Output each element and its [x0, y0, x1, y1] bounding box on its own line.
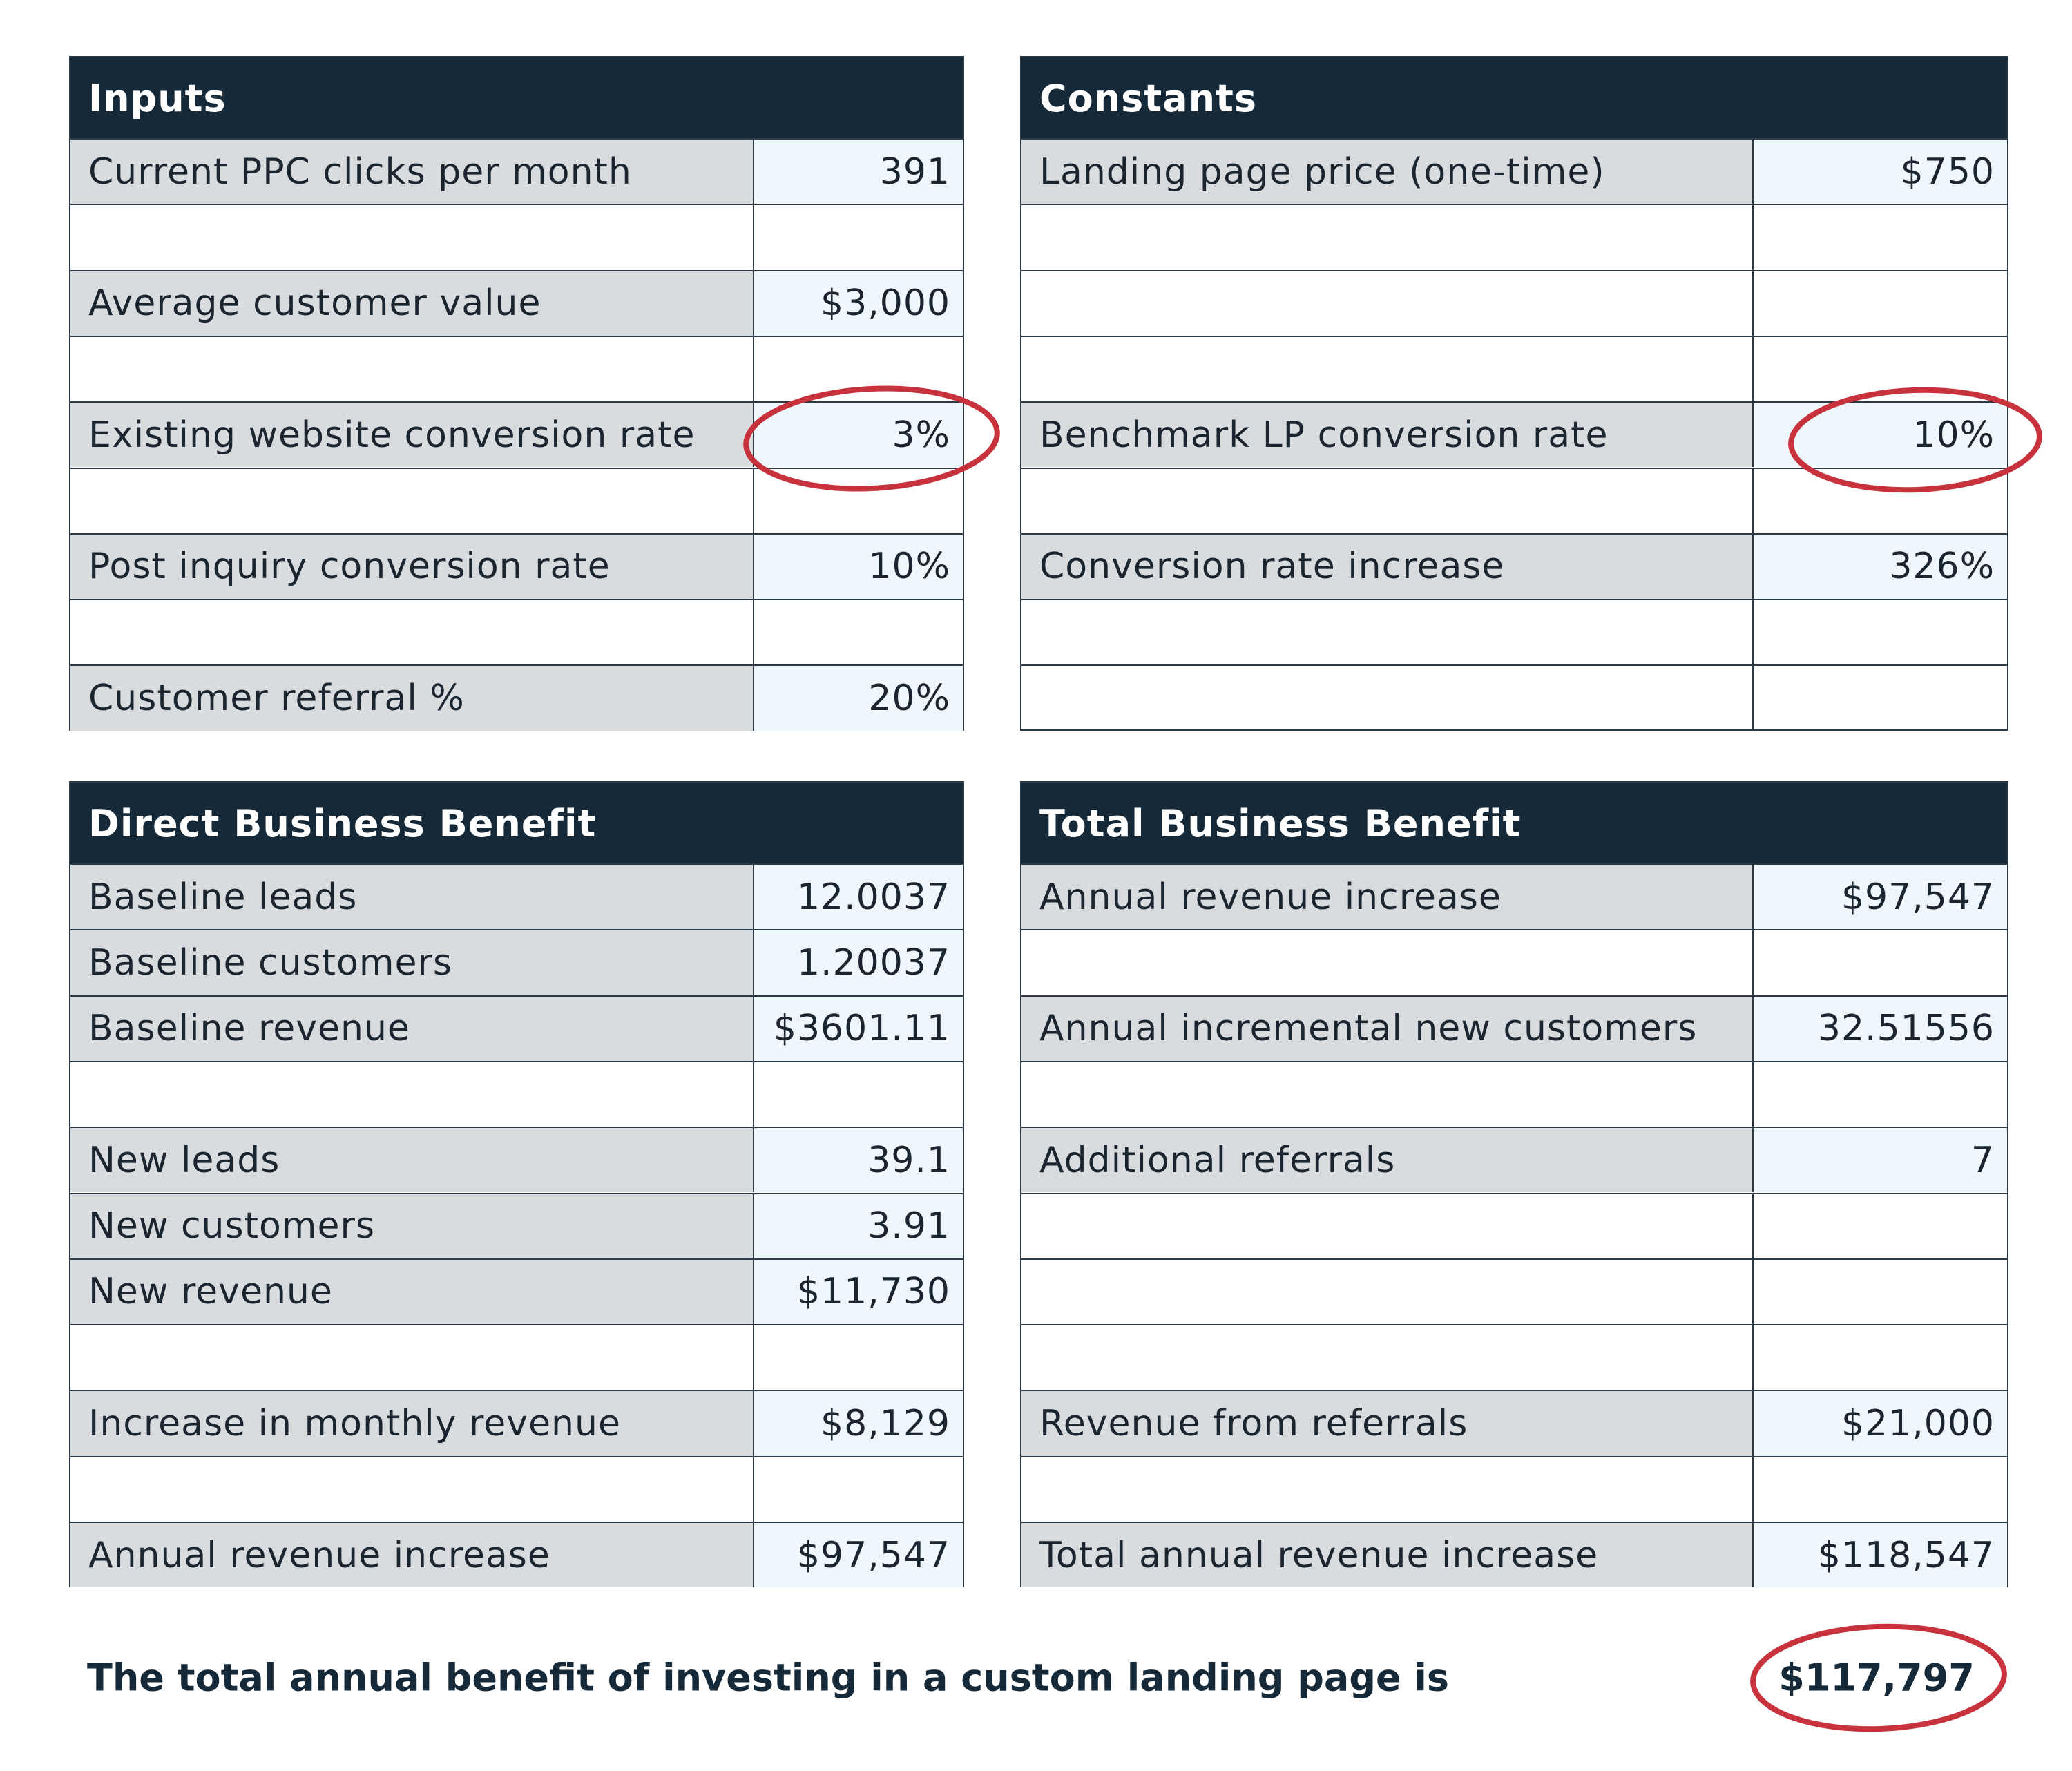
row-value: 12.0037: [753, 863, 963, 930]
table-title: Constants: [1021, 57, 2007, 140]
row-label: Customer referral %: [70, 664, 753, 731]
row-label: [70, 599, 753, 664]
row-value: $97,547: [753, 1522, 963, 1588]
row-label: Annual revenue increase: [1021, 863, 1752, 930]
row-label: [70, 204, 753, 269]
row-value: [753, 204, 963, 270]
row-value: [1752, 335, 2007, 402]
row-label: [1021, 467, 1752, 533]
row-value: [1752, 1192, 2007, 1258]
row-value: 3%: [753, 401, 963, 468]
row-value: [1752, 1324, 2007, 1390]
row-value: [753, 467, 963, 533]
row-value: 32.51556: [1752, 995, 2007, 1061]
row-value: [753, 335, 963, 402]
row-label: [70, 1455, 753, 1522]
row-value: $97,547: [1752, 863, 2007, 930]
row-value: 3.91: [753, 1192, 963, 1258]
row-label: Benchmark LP conversion rate: [1021, 401, 1752, 468]
row-label: Landing page price (one-time): [1021, 138, 1752, 204]
table: Inputs Current PPC clicks per month 391 Ave…: [69, 56, 964, 731]
row-label: [70, 335, 753, 401]
row-label: [70, 1060, 753, 1127]
row-value: $8,129: [753, 1390, 963, 1456]
row-label: [1021, 1324, 1752, 1390]
table-title: Direct Business Benefit: [70, 783, 963, 865]
row-value: [753, 1060, 963, 1127]
row-label: Baseline revenue: [70, 995, 753, 1061]
row-value: 391: [753, 138, 963, 204]
row-label: [1021, 664, 1752, 730]
row-value: $118,547: [1752, 1522, 2007, 1588]
row-value: 10%: [1752, 401, 2007, 468]
row-label: [1021, 1060, 1752, 1127]
row-value: [753, 1455, 963, 1522]
row-label: Post inquiry conversion rate: [70, 533, 753, 600]
row-label: Average customer value: [70, 269, 753, 336]
row-label: Increase in monthly revenue: [70, 1390, 753, 1456]
row-value: 7: [1752, 1127, 2007, 1193]
row-label: Additional referrals: [1021, 1127, 1752, 1193]
footer-text: The total annual benefit of investing in…: [87, 1656, 1450, 1700]
row-label: [1021, 1192, 1752, 1258]
row-label: Current PPC clicks per month: [70, 138, 753, 204]
row-label: New revenue: [70, 1258, 753, 1325]
row-label: Annual incremental new customers: [1021, 995, 1752, 1061]
row-value: [1752, 204, 2007, 270]
row-label: Baseline customers: [70, 929, 753, 995]
row-label: [1021, 929, 1752, 995]
table: Total Business Benefit Annual revenue inc…: [1020, 781, 2008, 1588]
row-value: [753, 1324, 963, 1390]
row-label: [1021, 204, 1752, 269]
row-value: 20%: [753, 664, 963, 731]
row-value: 39.1: [753, 1127, 963, 1193]
row-label: Revenue from referrals: [1021, 1390, 1752, 1456]
row-value: $750: [1752, 138, 2007, 204]
row-label: Existing website conversion rate: [70, 401, 753, 468]
row-value: [1752, 269, 2007, 336]
row-label: Conversion rate increase: [1021, 533, 1752, 600]
table-title: Inputs: [70, 57, 963, 140]
row-label: [1021, 269, 1752, 336]
row-label: [70, 467, 753, 533]
table-title: Total Business Benefit: [1021, 783, 2007, 865]
row-label: Baseline leads: [70, 863, 753, 930]
row-value: [753, 599, 963, 665]
row-value: $21,000: [1752, 1390, 2007, 1456]
row-value: $11,730: [753, 1258, 963, 1325]
table: Direct Business Benefit Baseline leads 12.…: [69, 781, 964, 1588]
row-value: [1752, 467, 2007, 533]
footer-value: $117,797: [1778, 1656, 1975, 1700]
row-label: [1021, 1258, 1752, 1324]
row-label: New customers: [70, 1192, 753, 1258]
row-value: [1752, 1455, 2007, 1522]
row-label: Annual revenue increase: [70, 1522, 753, 1588]
row-value: [1752, 929, 2007, 995]
row-value: 326%: [1752, 533, 2007, 600]
row-value: [1752, 599, 2007, 665]
row-label: Total annual revenue increase: [1021, 1522, 1752, 1588]
row-label: [1021, 335, 1752, 401]
row-label: [1021, 1455, 1752, 1522]
table: Constants Landing page price (one-time) $7…: [1020, 56, 2008, 731]
row-value: 1.20037: [753, 929, 963, 995]
row-value: 10%: [753, 533, 963, 600]
row-label: New leads: [70, 1127, 753, 1193]
row-value: [1752, 1060, 2007, 1127]
row-value: $3601.11: [753, 995, 963, 1061]
row-value: $3,000: [753, 269, 963, 336]
row-value: [1752, 1258, 2007, 1325]
row-label: [70, 1324, 753, 1390]
row-value: [1752, 664, 2007, 731]
row-label: [1021, 599, 1752, 664]
